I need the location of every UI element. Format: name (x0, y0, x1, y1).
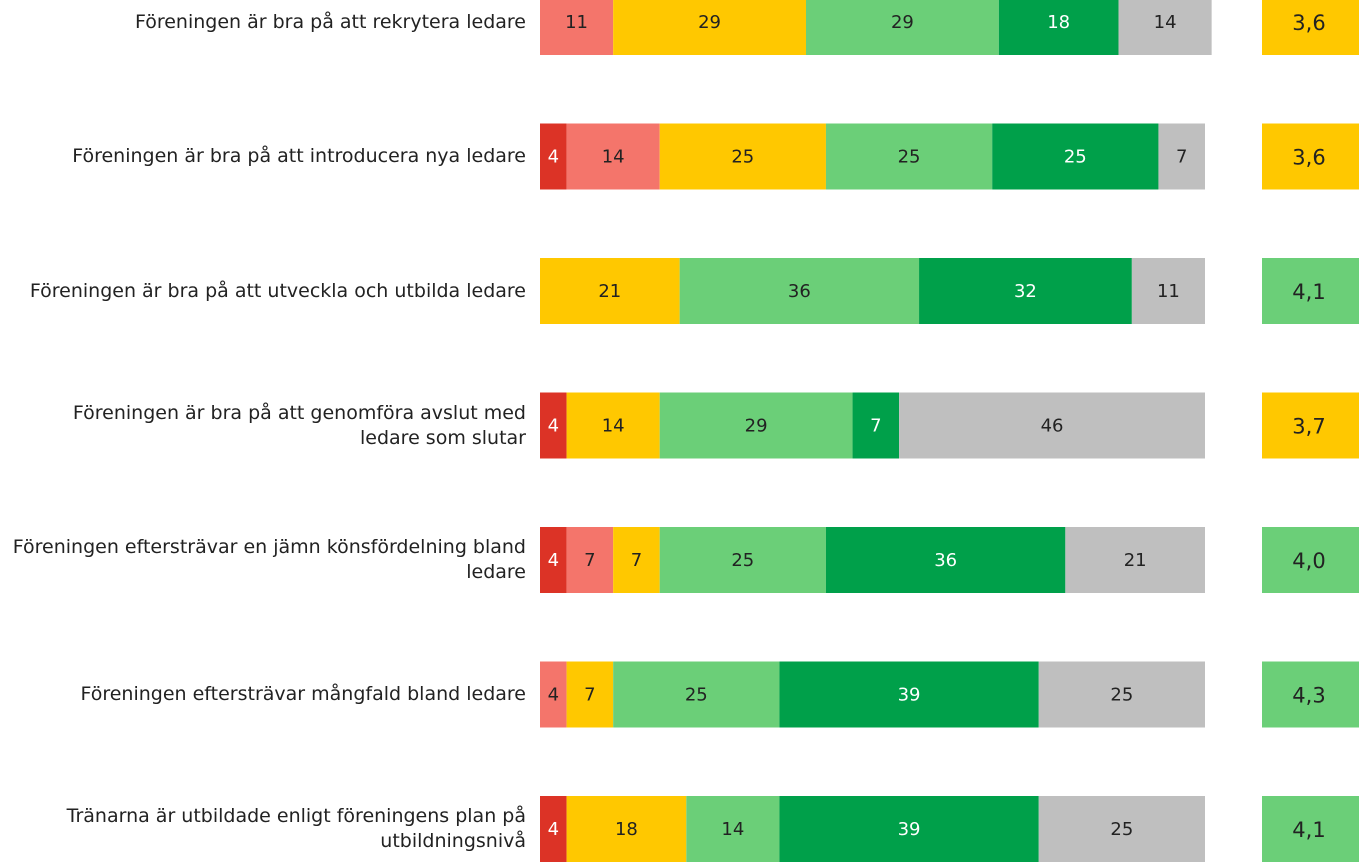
bar-segment (566, 661, 614, 728)
segment-label: 29 (698, 12, 721, 33)
bar-segment (613, 527, 660, 593)
bar-segment (613, 0, 806, 55)
row-label: Föreningen eftersträvar mångfald bland l… (80, 683, 526, 705)
segment-label: 4 (548, 147, 559, 168)
segment-label: 4 (548, 416, 559, 437)
segment-label: 25 (731, 550, 754, 571)
bar-segment (540, 661, 567, 728)
bar-segment (1158, 123, 1205, 190)
score-label: 3,6 (1292, 146, 1325, 170)
segment-label: 39 (898, 819, 921, 840)
score-box (1262, 392, 1359, 459)
score-label: 4,3 (1292, 684, 1325, 708)
score-label: 4,0 (1292, 549, 1325, 573)
bar-segment (825, 123, 993, 190)
score-box (1262, 661, 1359, 728)
bar-segment (659, 123, 826, 190)
segment-label: 36 (934, 550, 957, 571)
bar-segment (1038, 796, 1205, 862)
segment-label: 11 (1157, 281, 1180, 302)
segment-label: 25 (1064, 147, 1087, 168)
score-box (1262, 527, 1359, 593)
segment-label: 4 (548, 685, 559, 706)
segment-label: 18 (1047, 12, 1070, 33)
bar-segment (1131, 258, 1205, 324)
bar-segment (540, 796, 567, 862)
bar-segment (540, 392, 567, 459)
segment-label: 29 (745, 416, 768, 437)
score-box (1262, 123, 1359, 190)
segment-label: 7 (870, 416, 881, 437)
segment-label: 14 (602, 147, 625, 168)
segment-label: 21 (1124, 550, 1147, 571)
segment-label: 7 (1176, 147, 1187, 168)
segment-label: 7 (584, 550, 595, 571)
segment-label: 4 (548, 550, 559, 571)
row-label: Föreningen är bra på att utveckla och ut… (29, 279, 526, 302)
bar-segment (566, 392, 660, 459)
bar-segment (566, 796, 687, 862)
segment-label: 21 (598, 281, 621, 302)
bar-segment (1118, 0, 1212, 55)
segment-label: 29 (891, 12, 914, 33)
segment-label: 11 (565, 12, 588, 33)
score-label: 4,1 (1292, 280, 1325, 304)
bar-segment (806, 0, 999, 55)
segment-label: 25 (685, 685, 708, 706)
row-label: Föreningen eftersträvar en jämn könsförd… (12, 536, 526, 583)
score-label: 4,1 (1292, 818, 1325, 842)
bar-segment (613, 661, 780, 728)
segment-label: 25 (1110, 819, 1133, 840)
segment-label: 14 (1154, 12, 1177, 33)
bar-segment (852, 392, 900, 459)
segment-label: 7 (631, 550, 642, 571)
score-box (1262, 796, 1359, 862)
bar-segment (919, 258, 1132, 324)
segment-label: 36 (788, 281, 811, 302)
score-label: 3,7 (1292, 415, 1325, 439)
row-label: Tränarna är utbildade enligt föreningens… (66, 805, 526, 852)
segment-label: 14 (721, 819, 744, 840)
bar-segment (679, 258, 920, 324)
bar-segment (1038, 661, 1205, 728)
row-label: Föreningen är bra på att genomföra avslu… (72, 401, 526, 449)
bar-segment (540, 0, 614, 55)
segment-label: 25 (1110, 685, 1133, 706)
segment-label: 39 (898, 685, 921, 706)
bar-segment (992, 123, 1159, 190)
score-label: 3,6 (1292, 11, 1325, 35)
bar-segment (540, 258, 680, 324)
bar-segment (566, 527, 614, 593)
segment-label: 18 (615, 819, 638, 840)
segment-label: 14 (602, 416, 625, 437)
bar-segment (566, 123, 660, 190)
segment-label: 25 (898, 147, 921, 168)
bar-segment (540, 123, 567, 190)
bar-segment (659, 527, 826, 593)
score-box (1262, 0, 1359, 55)
bar-segment (659, 392, 853, 459)
bar-segment (540, 527, 567, 593)
bar-segment (686, 796, 780, 862)
score-box (1262, 258, 1359, 324)
segment-label: 32 (1014, 281, 1037, 302)
bar-segment (825, 527, 1066, 593)
row-label: Föreningen är bra på att introducera nya… (72, 145, 526, 167)
row-label: Föreningen är bra på att rekrytera ledar… (134, 10, 526, 33)
bar-segment (779, 796, 1039, 862)
bar-segment (998, 0, 1119, 55)
bar-segment (1065, 527, 1205, 593)
bar-segment (899, 392, 1205, 459)
segment-label: 25 (731, 147, 754, 168)
bar-segment (779, 661, 1039, 728)
segment-label: 4 (548, 819, 559, 840)
segment-label: 7 (584, 685, 595, 706)
segment-label: 46 (1041, 416, 1064, 437)
